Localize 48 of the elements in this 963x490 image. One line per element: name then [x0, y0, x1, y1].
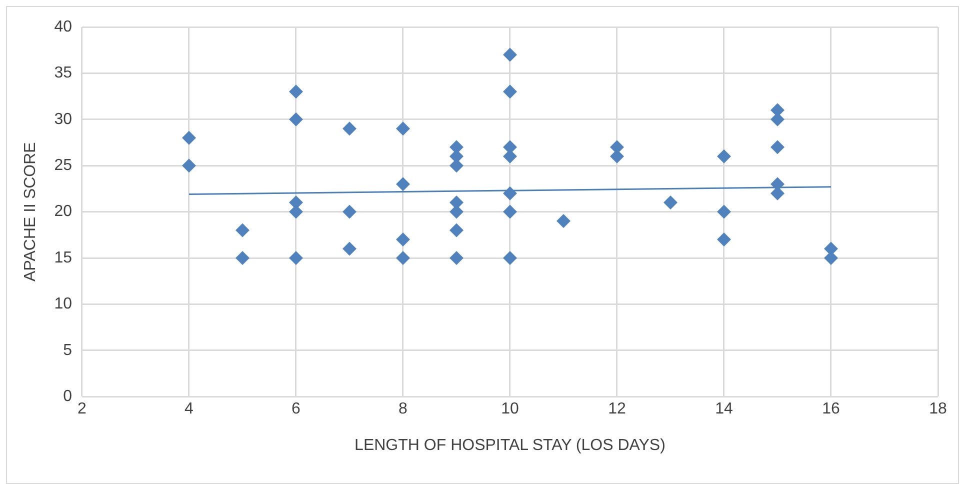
point — [717, 232, 731, 247]
point — [824, 251, 838, 265]
point — [342, 122, 356, 136]
point — [342, 242, 356, 256]
point — [182, 130, 196, 145]
x-tick-label: 8 — [398, 400, 408, 418]
x-axis-title: LENGTH OF HOSPITAL STAY (LOS DAYS) — [354, 436, 666, 454]
point — [450, 251, 464, 265]
point — [717, 149, 731, 164]
point — [289, 251, 303, 265]
y-tick-label: 20 — [54, 203, 72, 220]
x-tick-label: 14 — [715, 400, 733, 418]
x-tick-label: 4 — [184, 400, 194, 418]
y-axis-title: APACHE II SCORE — [22, 142, 40, 282]
point — [717, 204, 731, 219]
point — [236, 251, 250, 265]
point — [396, 232, 410, 247]
y-tick-label: 0 — [63, 388, 72, 406]
x-tick-label: 10 — [501, 400, 519, 418]
x-tick-label: 18 — [929, 400, 947, 418]
y-tick-label: 30 — [54, 110, 72, 128]
point — [396, 177, 410, 192]
point — [289, 112, 303, 126]
x-tick-label: 12 — [608, 400, 626, 418]
point — [503, 186, 517, 200]
point — [450, 223, 464, 238]
point — [289, 84, 303, 99]
x-tick-label: 16 — [822, 400, 840, 418]
point — [342, 204, 356, 219]
y-tick-label: 10 — [54, 296, 72, 313]
x-tick-label: 2 — [78, 400, 87, 418]
point — [556, 214, 570, 228]
point — [503, 204, 517, 219]
x-tick-label: 6 — [292, 400, 301, 418]
y-tick-label: 35 — [54, 64, 72, 82]
y-tick-label: 40 — [54, 18, 72, 36]
y-tick-label: 5 — [63, 342, 72, 359]
y-tick-label: 25 — [54, 157, 72, 174]
point — [236, 223, 250, 238]
point — [396, 122, 410, 136]
point — [182, 158, 196, 173]
point — [503, 251, 517, 265]
point — [503, 84, 517, 99]
point — [664, 196, 678, 210]
point — [396, 251, 410, 265]
point — [503, 48, 517, 62]
point — [770, 140, 784, 154]
y-tick-label: 15 — [54, 249, 72, 266]
